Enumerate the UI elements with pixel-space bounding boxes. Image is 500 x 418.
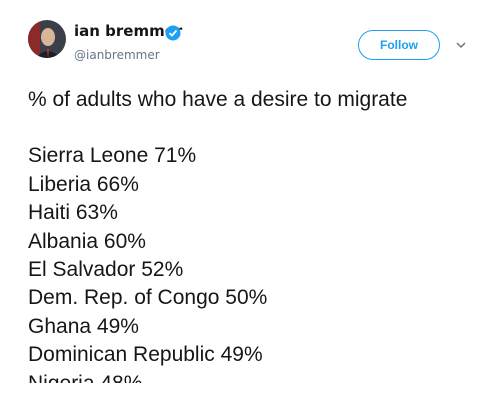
tweet-line: Liberia 66% xyxy=(28,172,139,196)
tweet-line: El Salvador 52% xyxy=(28,257,184,281)
tweet-line: Haiti 63% xyxy=(28,201,118,225)
menu-chevron[interactable] xyxy=(455,40,467,50)
tweet-line: Sierra Leone 71% xyxy=(28,144,197,168)
tweet-line: Albania 60% xyxy=(28,229,146,253)
user-name[interactable]: ian bremmer xyxy=(74,22,183,40)
tweet-line: Nigeria 48% xyxy=(28,370,488,383)
verified-badge xyxy=(165,25,181,41)
tweet-line: Dem. Rep. of Congo 50% xyxy=(28,286,268,310)
avatar[interactable] xyxy=(28,20,66,58)
tweet-line: Dominican Republic 49% xyxy=(28,343,263,367)
follow-button[interactable]: Follow xyxy=(358,30,440,60)
tweet-heading: % of adults who have a desire to migrate xyxy=(28,88,408,111)
tweet-line: Ghana 49% xyxy=(28,314,139,338)
user-handle[interactable]: @ianbremmer xyxy=(74,48,160,62)
tweet-text: % of adults who have a desire to migrate… xyxy=(28,86,488,383)
